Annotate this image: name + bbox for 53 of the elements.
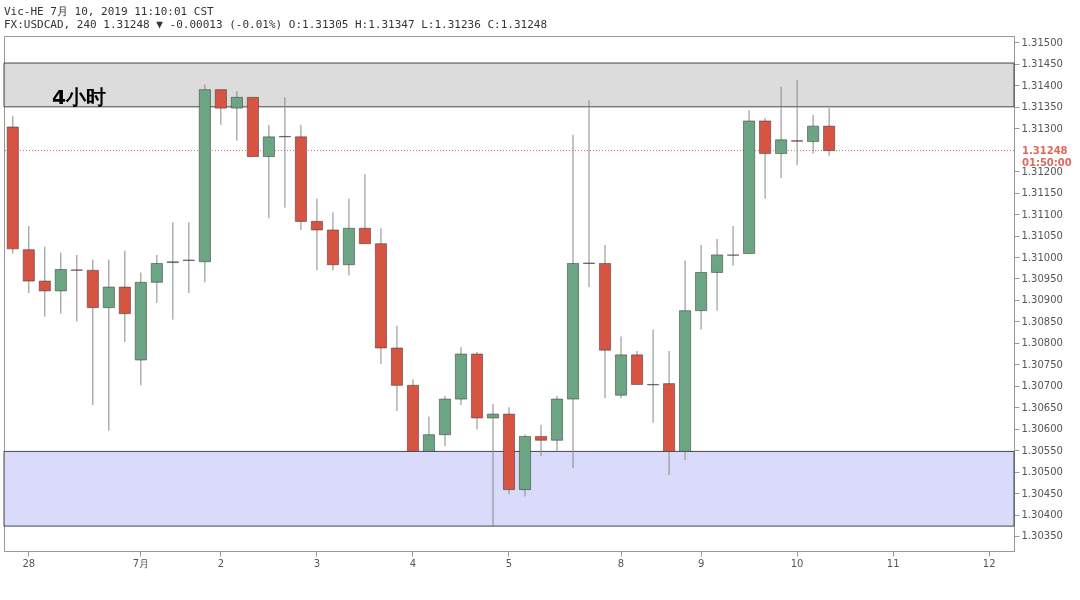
x-tick-label: 2 — [217, 557, 225, 569]
y-tick-label: 1.31500 — [1021, 36, 1063, 48]
y-tick-label: 1.30700 — [1021, 380, 1063, 392]
candlestick — [70, 254, 83, 322]
text: 01:50:00 — [1022, 156, 1072, 168]
y-tick-label: 1.31200 — [1021, 165, 1063, 177]
y-tick-label: 1.30450 — [1021, 487, 1063, 499]
x-tick-label: 5 — [505, 557, 513, 569]
y-tick-label: 1.30750 — [1021, 358, 1063, 370]
candlestick — [726, 225, 740, 267]
y-tick-label: 1.30600 — [1021, 423, 1063, 435]
candlestick — [150, 254, 163, 304]
y-tick-label: 1.31050 — [1021, 230, 1063, 242]
x-tick-label: 7月 — [132, 557, 150, 569]
candlestick — [646, 329, 660, 424]
y-tick-label: 1.30850 — [1021, 315, 1063, 327]
y-tick-label: 1.31000 — [1021, 251, 1063, 263]
y-tick-label: 1.31350 — [1021, 101, 1063, 113]
candlestick — [54, 252, 67, 315]
x-tick-label: 10 — [790, 557, 804, 569]
annotation: 4小时 — [52, 85, 106, 109]
candlestick — [182, 221, 195, 294]
y-tick-label: 1.30800 — [1021, 337, 1063, 349]
candlestick — [358, 173, 372, 245]
y-tick-label: 1.31450 — [1021, 58, 1063, 70]
candlestick — [38, 246, 51, 318]
x-tick-label: 8 — [617, 557, 625, 569]
y-tick-label: 1.30950 — [1021, 272, 1063, 284]
y-tick-label: 1.31300 — [1021, 122, 1063, 134]
candlestick — [166, 221, 179, 321]
y-tick-label: 1.30550 — [1021, 444, 1063, 456]
chart-title: Vic-HE 7月 10, 2019 11:10:01 CST — [4, 5, 215, 18]
x-tick-label: 3 — [313, 557, 321, 569]
y-tick-label: 1.30400 — [1021, 509, 1063, 521]
x-tick-label: 12 — [982, 557, 996, 569]
y-tick-label: 1.30650 — [1021, 401, 1063, 413]
x-tick-label: 11 — [886, 557, 900, 569]
chart-subtitle: FX:USDCAD, 240 1.31248 ▼ -0.00013 (-0.01%) O:1.31305 H:1.31347 L:1.31236 C:1.31248 — [4, 18, 548, 31]
candlestick — [807, 114, 820, 155]
y-tick-label: 1.30500 — [1021, 466, 1063, 478]
y-tick-label: 1.31100 — [1021, 208, 1063, 220]
candlestick — [262, 124, 276, 219]
candlestick — [102, 259, 115, 432]
candlestick — [710, 238, 724, 312]
y-tick-label: 1.31150 — [1021, 187, 1063, 199]
x-tick-label: 9 — [697, 557, 705, 569]
x-tick-label: 4 — [409, 557, 417, 569]
y-tick-label: 1.30350 — [1021, 530, 1063, 542]
y-tick-label: 1.31400 — [1021, 79, 1063, 91]
x-tick-label: 28 — [22, 557, 36, 569]
y-tick-label: 1.30900 — [1021, 294, 1063, 306]
ref-line-label: 1.31248 — [1022, 144, 1068, 156]
candlestick — [310, 198, 324, 271]
